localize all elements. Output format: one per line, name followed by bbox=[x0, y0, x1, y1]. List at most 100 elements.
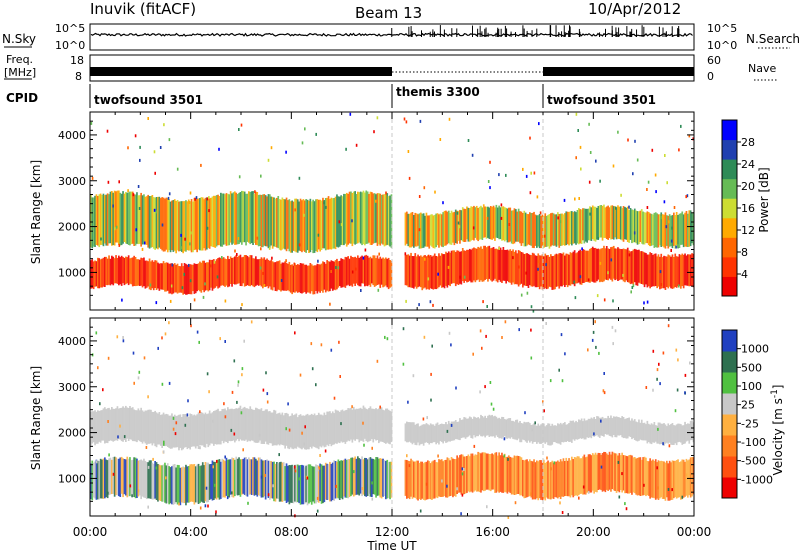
power-heat-point bbox=[631, 286, 634, 289]
velocity-heat-cell bbox=[294, 464, 296, 502]
velocity-heat-cell bbox=[371, 458, 373, 497]
velocity-heat-cell bbox=[350, 457, 352, 497]
velocity-heat-cell bbox=[347, 408, 349, 441]
power-heat-point bbox=[202, 295, 205, 299]
power-heat-cell bbox=[522, 252, 524, 288]
velocity-heat-cell bbox=[317, 465, 320, 503]
power-heat-point bbox=[169, 299, 172, 303]
velocity-heat-point bbox=[207, 504, 209, 508]
velocity-heat-cell bbox=[671, 460, 674, 500]
power-heat-cell bbox=[239, 192, 242, 243]
velocity-heat-cell bbox=[544, 463, 547, 501]
velocity-heat-point bbox=[107, 420, 109, 423]
velocity-heat-cell bbox=[503, 419, 506, 436]
velocity-heat-cell bbox=[471, 418, 474, 439]
velocity-heat-point bbox=[446, 429, 449, 433]
power-colorbar-segment bbox=[722, 120, 737, 141]
power-heat-cell bbox=[282, 262, 285, 291]
velocity-heat-cell bbox=[141, 410, 144, 444]
velocity-heat-cell bbox=[165, 413, 168, 446]
power-heat-cell bbox=[529, 212, 531, 246]
power-heat-point bbox=[581, 247, 583, 251]
power-heat-point bbox=[654, 173, 657, 177]
velocity-heat-cell bbox=[207, 413, 210, 448]
velocity-heat-cell bbox=[603, 418, 605, 437]
velocity-heat-point bbox=[117, 435, 119, 439]
velocity-heat-cell bbox=[515, 419, 517, 440]
velocity-heat-cell bbox=[468, 456, 471, 493]
velocity-heat-cell bbox=[364, 407, 366, 439]
velocity-heat-cell bbox=[245, 457, 247, 496]
power-heat-cell bbox=[520, 252, 523, 284]
power-heat-point bbox=[448, 117, 451, 121]
velocity-heat-point bbox=[137, 376, 140, 380]
velocity-heat-cell bbox=[520, 457, 523, 496]
velocity-heat-point bbox=[612, 342, 614, 346]
velocity-colorbar-frame bbox=[721, 329, 738, 499]
velocity-heat-cell bbox=[203, 414, 205, 447]
power-heat-cell bbox=[116, 257, 119, 284]
velocity-heat-cell bbox=[276, 413, 278, 446]
power-heat-cell bbox=[408, 213, 411, 248]
velocity-colorbar-segment bbox=[722, 414, 737, 436]
power-heat-cell bbox=[495, 204, 498, 238]
velocity-heat-cell bbox=[197, 412, 200, 449]
velocity-heat-cell bbox=[464, 456, 467, 494]
power-heat-point bbox=[628, 253, 631, 257]
power-heat-cell bbox=[305, 199, 307, 253]
power-heat-point bbox=[127, 189, 129, 193]
power-heat-cell bbox=[232, 257, 235, 284]
velocity-heat-cell bbox=[628, 417, 630, 437]
power-heat-cell bbox=[189, 201, 191, 251]
power-heat-point bbox=[374, 199, 377, 203]
velocity-heat-cell bbox=[334, 409, 337, 444]
power-heat-cell bbox=[102, 193, 105, 247]
velocity-heat-cell bbox=[147, 409, 149, 444]
power-heat-cell bbox=[643, 212, 646, 245]
power-heat-cell bbox=[562, 214, 565, 246]
power-heat-cell bbox=[119, 257, 122, 285]
power-heat-cell bbox=[670, 215, 672, 247]
power-heat-cell bbox=[280, 263, 282, 292]
velocity-heat-cell bbox=[154, 410, 156, 447]
velocity-heat-cell bbox=[126, 456, 129, 498]
velocity-heat-cell bbox=[131, 459, 134, 495]
velocity-heat-cell bbox=[621, 416, 623, 438]
power-heat-cell bbox=[457, 250, 460, 285]
velocity-heat-cell bbox=[475, 418, 478, 437]
velocity-heat-cell bbox=[523, 421, 526, 441]
velocity-heat-cell bbox=[645, 457, 647, 497]
power-heat-cell bbox=[424, 255, 426, 288]
power-heat-cell bbox=[190, 264, 193, 295]
velocity-heat-cell bbox=[452, 458, 454, 498]
velocity-heat-cell bbox=[157, 464, 159, 502]
power-heat-cell bbox=[350, 255, 352, 286]
velocity-heat-point bbox=[431, 344, 433, 348]
power-heat-cell bbox=[133, 194, 135, 246]
velocity-heat-cell bbox=[452, 421, 454, 441]
velocity-heat-cell bbox=[269, 411, 271, 443]
power-colorbar-segment bbox=[722, 237, 737, 258]
velocity-heat-cell bbox=[334, 461, 337, 499]
power-heat-point bbox=[543, 234, 546, 238]
velocity-heat-cell bbox=[583, 418, 586, 440]
power-colorbar-tick-label: 16 bbox=[741, 202, 755, 215]
power-heat-point bbox=[155, 301, 158, 305]
power-heat-cell bbox=[617, 205, 619, 239]
velocity-heat-cell bbox=[647, 423, 650, 442]
power-heat-cell bbox=[345, 192, 348, 247]
velocity-heat-cell bbox=[501, 416, 503, 439]
velocity-heat-cell bbox=[213, 461, 215, 500]
velocity-heat-cell bbox=[236, 408, 239, 440]
power-heat-point bbox=[193, 298, 196, 302]
power-heat-point bbox=[180, 246, 183, 250]
velocity-heat-cell bbox=[460, 454, 463, 495]
velocity-heat-point bbox=[541, 497, 544, 501]
power-heat-cell bbox=[250, 191, 253, 244]
power-heat-cell bbox=[164, 263, 166, 292]
power-heat-cell bbox=[513, 208, 516, 244]
power-heat-cell bbox=[294, 263, 296, 293]
power-heat-point bbox=[471, 153, 474, 157]
velocity-heat-cell bbox=[467, 418, 470, 437]
velocity-heat-cell bbox=[408, 422, 411, 442]
